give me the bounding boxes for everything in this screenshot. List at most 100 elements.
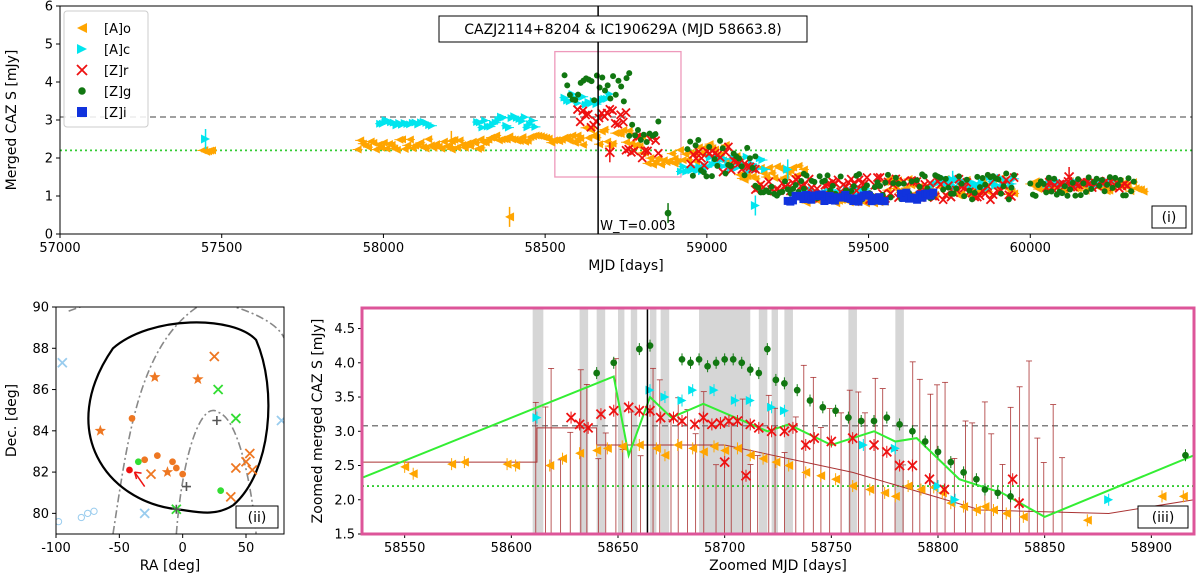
data-point xyxy=(788,196,797,205)
data-point xyxy=(652,131,659,138)
data-point xyxy=(1045,174,1052,181)
data-point xyxy=(523,136,532,145)
x-tick-label: 60000 xyxy=(1010,241,1051,256)
data-point xyxy=(767,402,777,412)
data-point xyxy=(882,179,889,186)
data-point xyxy=(698,412,709,423)
data-point xyxy=(709,385,719,395)
data-point xyxy=(712,359,720,367)
data-point xyxy=(782,178,789,185)
data-point xyxy=(955,173,962,180)
data-point xyxy=(578,106,588,116)
data-point xyxy=(620,98,627,105)
data-point xyxy=(821,177,828,184)
y-axis-label: Zoomed merged CAZ S [mJy] xyxy=(310,319,326,524)
data-point xyxy=(779,426,790,437)
data-point xyxy=(845,414,852,421)
data-point xyxy=(966,187,973,194)
data-point xyxy=(421,144,430,153)
data-point xyxy=(809,432,820,444)
data-point xyxy=(745,419,756,430)
data-point xyxy=(353,145,362,154)
source-marker xyxy=(225,491,236,502)
data-point xyxy=(871,184,878,191)
data-point xyxy=(476,143,485,152)
data-point xyxy=(995,176,1002,183)
x-tick-label: 58850 xyxy=(1024,541,1065,556)
data-point xyxy=(392,145,401,154)
y-tick-label: 3.5 xyxy=(334,391,355,406)
data-point xyxy=(1178,491,1188,501)
data-point xyxy=(1122,192,1129,199)
x-tick-label: 59500 xyxy=(848,241,889,256)
data-point xyxy=(783,164,793,174)
data-point xyxy=(634,405,645,416)
data-point xyxy=(667,149,676,158)
x-tick-label: 58700 xyxy=(704,541,745,556)
source-marker xyxy=(90,507,98,515)
data-point xyxy=(960,468,967,476)
data-point xyxy=(720,445,730,455)
data-point xyxy=(1048,188,1055,195)
data-point xyxy=(862,172,872,183)
data-point xyxy=(868,439,880,451)
data-point xyxy=(708,173,715,180)
data-point xyxy=(624,126,633,135)
data-point xyxy=(1096,182,1103,189)
data-point xyxy=(1082,515,1092,525)
data-point xyxy=(1059,190,1066,197)
data-point xyxy=(692,142,699,149)
data-point xyxy=(784,461,794,471)
data-point xyxy=(610,359,618,367)
data-point xyxy=(459,457,469,467)
data-point xyxy=(632,132,639,139)
data-point xyxy=(695,355,703,363)
data-point xyxy=(637,153,647,163)
data-point xyxy=(1101,188,1108,195)
x-tick-label: 57500 xyxy=(201,241,242,256)
data-point xyxy=(765,189,772,196)
data-point xyxy=(857,417,865,425)
data-point xyxy=(1027,180,1034,187)
data-point xyxy=(994,489,1002,497)
data-point xyxy=(475,118,484,127)
data-point xyxy=(1157,491,1167,501)
data-point xyxy=(837,173,844,180)
data-point xyxy=(1104,181,1111,188)
data-point xyxy=(676,167,685,176)
data-point xyxy=(626,132,633,139)
data-point xyxy=(942,175,949,182)
series-zi xyxy=(783,188,938,206)
data-point xyxy=(408,469,418,479)
data-point xyxy=(832,407,839,415)
data-point xyxy=(800,439,811,451)
data-point xyxy=(729,355,737,363)
data-point xyxy=(403,141,412,150)
data-point xyxy=(817,190,826,199)
data-point xyxy=(558,454,568,464)
data-point xyxy=(752,153,759,160)
data-point xyxy=(792,181,799,188)
data-point xyxy=(607,105,618,116)
data-point xyxy=(626,70,633,77)
data-point xyxy=(621,145,631,155)
data-point xyxy=(416,138,425,147)
data-point xyxy=(201,134,211,144)
outer-contour-line xyxy=(68,307,284,339)
x-axis-label: RA [deg] xyxy=(140,558,201,574)
data-point xyxy=(993,181,1002,190)
source-marker xyxy=(247,464,258,476)
data-point xyxy=(895,180,902,187)
legend-marker xyxy=(77,44,87,54)
data-point xyxy=(742,152,751,161)
data-point xyxy=(799,195,808,204)
data-point xyxy=(881,446,892,457)
data-point xyxy=(379,138,388,147)
source-marker xyxy=(240,456,252,467)
data-point xyxy=(746,155,753,162)
data-point xyxy=(732,443,742,453)
data-point xyxy=(1040,180,1047,187)
data-point xyxy=(924,474,935,485)
panel-tag: (ii) xyxy=(248,510,267,526)
data-point xyxy=(664,209,672,217)
